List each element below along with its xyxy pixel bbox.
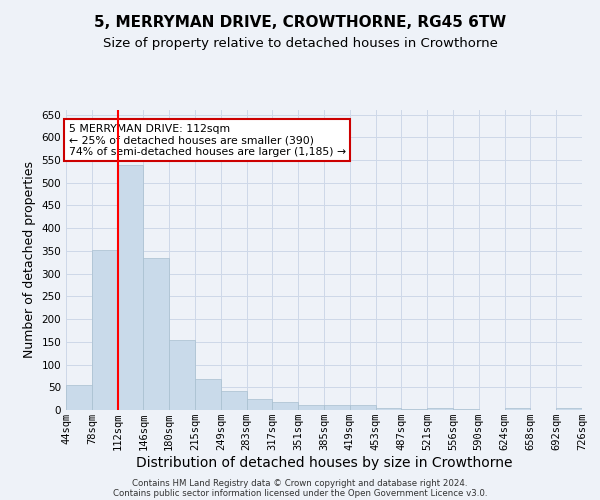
Bar <box>350 406 376 410</box>
Bar <box>66 385 92 410</box>
Bar <box>221 391 247 410</box>
Text: 5, MERRYMAN DRIVE, CROWTHORNE, RG45 6TW: 5, MERRYMAN DRIVE, CROWTHORNE, RG45 6TW <box>94 15 506 30</box>
Bar <box>505 408 530 410</box>
Bar <box>324 406 350 410</box>
Y-axis label: Number of detached properties: Number of detached properties <box>23 162 36 358</box>
Bar <box>453 409 479 410</box>
Bar <box>376 408 401 410</box>
Bar <box>195 379 221 410</box>
Text: 5 MERRYMAN DRIVE: 112sqm
← 25% of detached houses are smaller (390)
74% of semi-: 5 MERRYMAN DRIVE: 112sqm ← 25% of detach… <box>68 124 346 156</box>
Text: Contains HM Land Registry data © Crown copyright and database right 2024.: Contains HM Land Registry data © Crown c… <box>132 478 468 488</box>
Bar <box>118 164 143 410</box>
Bar <box>298 406 324 410</box>
Bar <box>143 258 169 410</box>
Bar <box>247 398 272 410</box>
Bar <box>556 408 582 410</box>
Bar <box>169 340 195 410</box>
Bar <box>272 402 298 410</box>
Bar <box>401 408 427 410</box>
Text: Contains public sector information licensed under the Open Government Licence v3: Contains public sector information licen… <box>113 488 487 498</box>
Text: Size of property relative to detached houses in Crowthorne: Size of property relative to detached ho… <box>103 38 497 51</box>
Bar <box>427 408 453 410</box>
Bar <box>92 250 118 410</box>
X-axis label: Distribution of detached houses by size in Crowthorne: Distribution of detached houses by size … <box>136 456 512 470</box>
